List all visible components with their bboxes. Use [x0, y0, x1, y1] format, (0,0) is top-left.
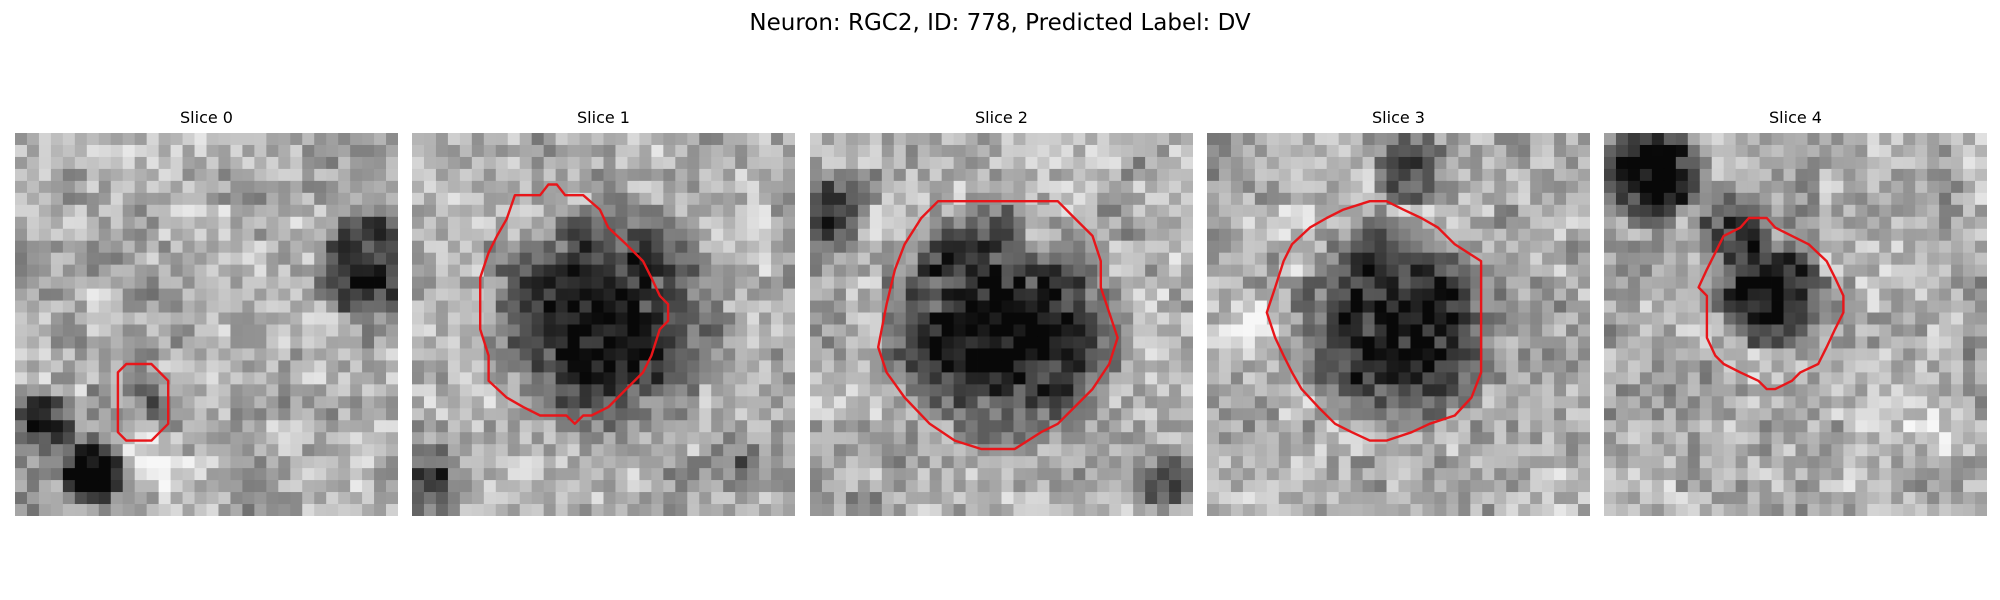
slice-image-0: [15, 133, 398, 516]
slice-title: Slice 3: [1372, 108, 1425, 127]
slice-image-4: [1604, 133, 1987, 516]
slice-title: Slice 2: [975, 108, 1028, 127]
slice-title: Slice 0: [180, 108, 233, 127]
pixel-grid: [1604, 133, 1987, 516]
slice-panel-2: Slice 2: [810, 108, 1193, 516]
pixel-grid: [15, 133, 398, 516]
slice-panel-3: Slice 3: [1207, 108, 1590, 516]
pixel-grid: [810, 133, 1193, 516]
pixel-grid: [1207, 133, 1590, 516]
segmentation-contour: [1697, 216, 1845, 391]
slice-image-3: [1207, 133, 1590, 516]
slice-image-1: [412, 133, 795, 516]
slice-panel-0: Slice 0: [15, 108, 398, 516]
figure-title: Neuron: RGC2, ID: 778, Predicted Label: …: [749, 10, 1251, 36]
segmentation-contour: [876, 199, 1119, 451]
segmentation-contour: [478, 183, 670, 425]
slice-panel-4: Slice 4: [1604, 108, 1987, 516]
slice-panel-1: Slice 1: [412, 108, 795, 516]
segmentation-contour: [116, 362, 170, 442]
slice-image-2: [810, 133, 1193, 516]
slice-title: Slice 4: [1769, 108, 1822, 127]
segmentation-contour: [1265, 199, 1483, 442]
pixel-grid: [412, 133, 795, 516]
slice-title: Slice 1: [577, 108, 630, 127]
